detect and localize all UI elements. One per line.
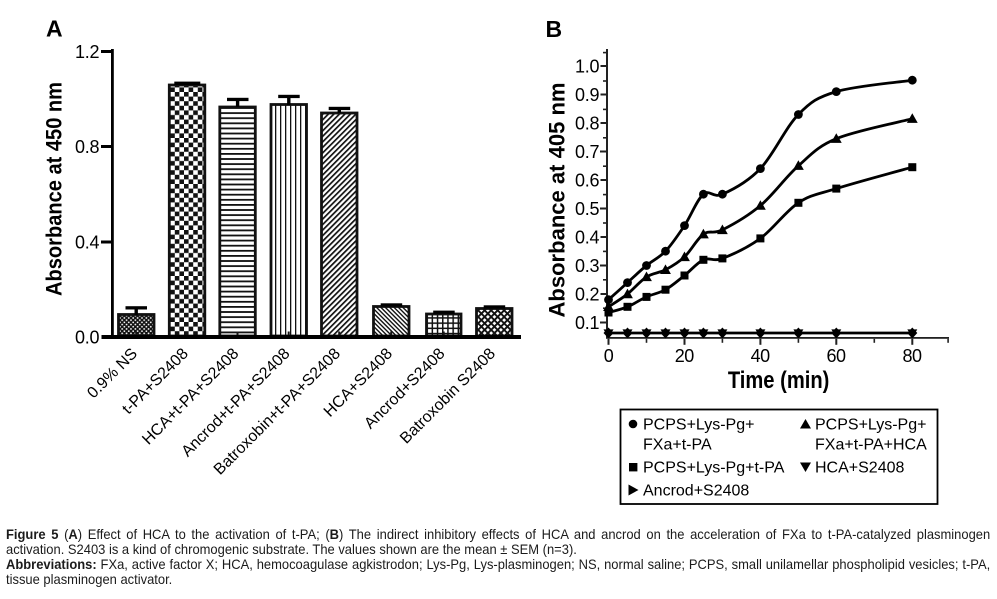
svg-text:Time (min): Time (min) [728, 367, 830, 394]
svg-text:1.0: 1.0 [575, 57, 600, 77]
svg-text:80: 80 [903, 346, 923, 366]
svg-text:1.2: 1.2 [75, 42, 100, 62]
svg-text:0.0: 0.0 [75, 327, 100, 347]
svg-text:0.5: 0.5 [575, 199, 600, 219]
svg-text:FXa+t-PA+HCA: FXa+t-PA+HCA [815, 436, 927, 453]
svg-text:PCPS+Lys-Pg+t-PA: PCPS+Lys-Pg+t-PA [643, 459, 785, 476]
svg-text:HCA+t-PA+S2408: HCA+t-PA+S2408 [139, 345, 242, 448]
svg-text:B: B [546, 16, 563, 42]
svg-text:PCPS+Lys-Pg+: PCPS+Lys-Pg+ [643, 416, 754, 433]
svg-text:0.7: 0.7 [575, 142, 600, 162]
svg-text:0.3: 0.3 [575, 256, 600, 276]
svg-text:0.2: 0.2 [575, 285, 600, 305]
svg-text:Absorbance at 450 nm: Absorbance at 450 nm [42, 82, 67, 296]
svg-text:A: A [46, 16, 63, 42]
svg-text:0.1: 0.1 [575, 313, 600, 333]
svg-text:40: 40 [751, 346, 771, 366]
svg-text:Ancrod+S2408: Ancrod+S2408 [643, 482, 749, 499]
svg-text:0.6: 0.6 [575, 171, 600, 191]
svg-text:HCA+S2408: HCA+S2408 [815, 459, 904, 476]
svg-text:20: 20 [675, 346, 695, 366]
svg-text:0.9: 0.9 [575, 85, 600, 105]
svg-text:Absorbance at 405 nm: Absorbance at 405 nm [545, 82, 570, 317]
svg-text:PCPS+Lys-Pg+: PCPS+Lys-Pg+ [815, 416, 926, 433]
svg-text:60: 60 [827, 346, 847, 366]
svg-text:FXa+t-PA: FXa+t-PA [643, 436, 712, 453]
svg-text:0.4: 0.4 [575, 228, 600, 248]
svg-text:0: 0 [604, 346, 614, 366]
svg-text:Batroxobin S2408: Batroxobin S2408 [397, 345, 499, 447]
svg-text:0.8: 0.8 [575, 114, 600, 134]
svg-text:0.8: 0.8 [75, 137, 100, 157]
svg-text:0.4: 0.4 [75, 232, 100, 252]
